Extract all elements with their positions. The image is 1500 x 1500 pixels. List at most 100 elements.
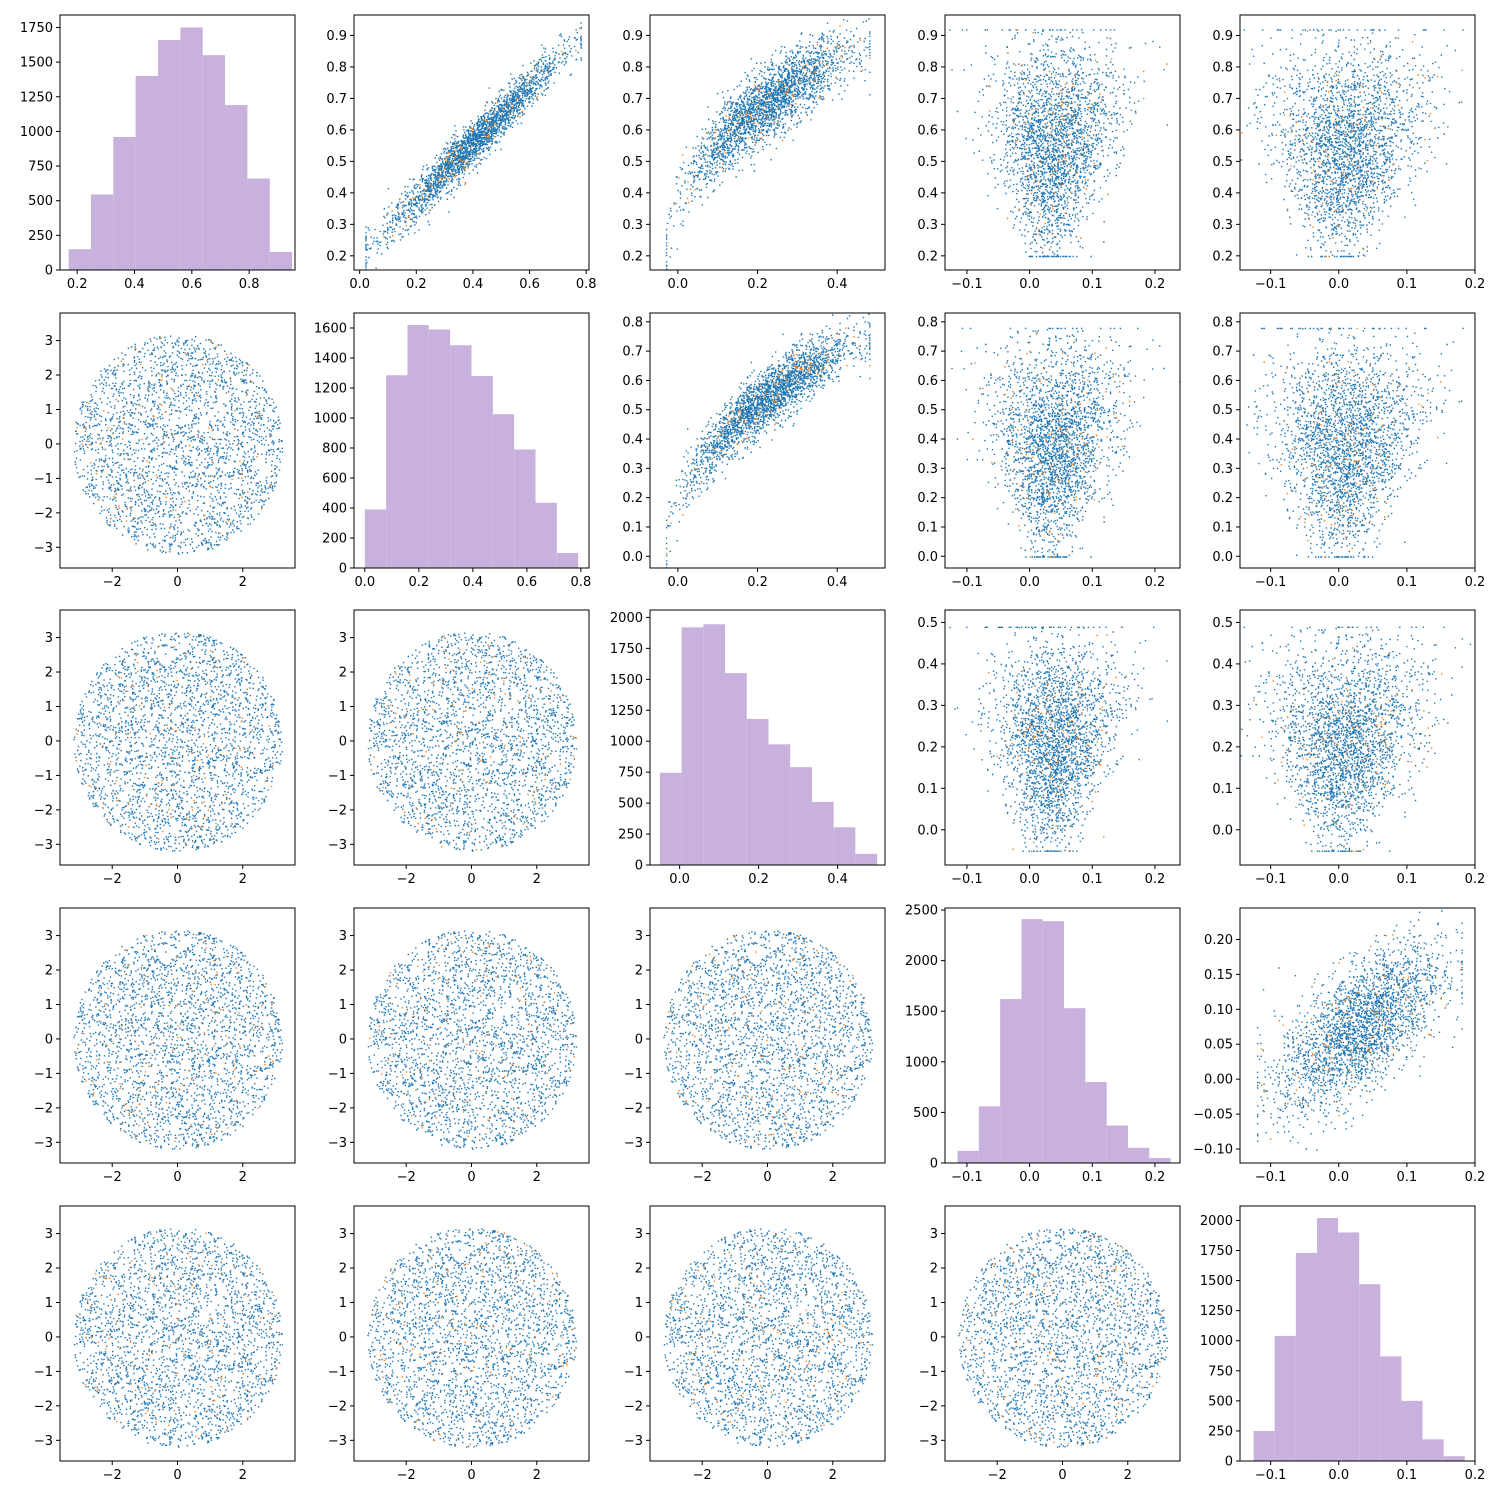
y-tick-label: 0.9	[326, 29, 347, 44]
x-tick-label: 2	[239, 1468, 247, 1483]
y-tick-label: 0.5	[326, 155, 347, 170]
y-tick-label: 1000	[1200, 1334, 1233, 1349]
y-tick-label: 500	[913, 1106, 938, 1121]
plot-area	[1240, 327, 1464, 558]
scatter-points	[1257, 910, 1463, 1151]
x-tick-label: 2	[1124, 1468, 1132, 1483]
panel-r0-c1: 0.0 0.2 0.4 0.6 0.80.20.30.40.50.60.70.80.9	[326, 14, 597, 292]
hist-bar	[556, 553, 579, 568]
x-tick-label: −0.1	[1255, 277, 1287, 292]
scatter-points	[958, 1228, 1168, 1448]
x-tick-label: −2	[397, 872, 416, 887]
x-tick-label: −2	[397, 1468, 416, 1483]
y-tick-label: 2000	[905, 954, 938, 969]
hist-bar	[158, 39, 181, 270]
x-tick-label: −0.1	[1255, 1468, 1287, 1483]
y-tick-label: −3	[328, 1136, 347, 1151]
hist-bar	[113, 136, 136, 270]
panel-r2-c3: −0.1 0.0 0.1 0.2 0.0 0.1 0.2 0.3 0.4 0.5	[917, 609, 1181, 887]
y-tick-label: 1	[45, 700, 53, 715]
y-tick-label: 0.7	[1212, 92, 1233, 107]
hist-bar	[1042, 921, 1065, 1163]
x-tick-label: 0.0	[354, 575, 375, 590]
y-tick-label: 3	[635, 1227, 643, 1242]
scatter-points	[949, 626, 1169, 852]
x-tick-label: −2	[103, 872, 122, 887]
plot-area	[73, 930, 283, 1150]
y-tick-label: −3	[328, 1434, 347, 1449]
x-tick-label: 0.2	[67, 277, 88, 292]
x-tick-label: 0.4	[827, 277, 848, 292]
y-tick-label: 0.2	[917, 740, 938, 755]
y-tick-label: 2	[339, 666, 347, 681]
x-tick-label: 0.8	[571, 575, 592, 590]
y-tick-label: 0.3	[1212, 462, 1233, 477]
hist-bar	[407, 325, 429, 568]
y-tick-label: 1	[339, 700, 347, 715]
y-tick-label: −1	[919, 1365, 938, 1380]
y-tick-label: −3	[34, 838, 53, 853]
y-tick-label: 3	[339, 631, 347, 646]
x-tick-label: 0	[173, 1170, 181, 1185]
scatter-points	[367, 930, 578, 1150]
y-tick-label: 0	[45, 437, 53, 452]
axes-frame	[353, 14, 590, 271]
hist-bar	[811, 801, 834, 865]
x-tick-label: 0.2	[408, 575, 429, 590]
y-tick-label: 0.1	[917, 520, 938, 535]
hist-bar	[514, 449, 536, 568]
hist-bar	[535, 502, 557, 568]
hist-bar	[725, 673, 747, 865]
panel-r2-c1: −2 0 2 −3 −2 −1 0 1 2 3	[328, 609, 590, 887]
panel-r0-c3: −0.1 0.0 0.1 0.2 0.2 0.3 0.4 0.5 0.6 0.7 0.8 0.9	[917, 14, 1181, 292]
panel-r4-c0: −2 0 2 −3 −2 −1 0 1 2 3	[34, 1205, 296, 1483]
y-tick-label: −2	[34, 1399, 53, 1414]
x-tick-label: 0.8	[576, 277, 597, 292]
plot-area	[1240, 626, 1472, 852]
panel-r2-c0: −2 0 2 −3 −2 −1 0 1 2 3	[34, 609, 296, 887]
hist-bar	[247, 178, 270, 270]
hist-bar	[1338, 1232, 1360, 1461]
y-tick-label: 250	[618, 828, 643, 843]
hist-bar	[1064, 1008, 1086, 1163]
plot-area	[367, 632, 578, 852]
x-tick-label: 0.4	[124, 277, 145, 292]
plot-area	[1257, 910, 1463, 1151]
panel-r3-c1: −2 0 2 −3 −2 −1 0 1 2 3	[328, 907, 590, 1185]
x-tick-label: 0.1	[1397, 575, 1418, 590]
y-tick-label: 0.4	[917, 433, 938, 448]
y-tick-label: 0.6	[326, 123, 347, 138]
y-tick-label: 0.1	[622, 520, 643, 535]
y-tick-label: 0.2	[622, 249, 643, 264]
x-tick-label: 0.0	[1328, 1468, 1349, 1483]
plot-area	[958, 1228, 1168, 1448]
y-tick-label: 1200	[314, 382, 347, 397]
y-tick-label: 0.6	[1212, 374, 1233, 389]
x-tick-label: 0	[173, 575, 181, 590]
x-tick-label: 0.2	[1145, 1170, 1166, 1185]
y-tick-label: 0.9	[917, 29, 938, 44]
x-tick-label: 0.2	[1465, 277, 1486, 292]
y-tick-label: 0.1	[1212, 782, 1233, 797]
axes-frame	[649, 312, 886, 569]
y-tick-label: 1250	[610, 704, 643, 719]
y-tick-label: 0	[45, 1032, 53, 1047]
plot-area	[951, 327, 1180, 558]
y-tick-label: 1	[45, 1296, 53, 1311]
y-tick-label: 0.7	[917, 92, 938, 107]
scatter-points-secondary	[1253, 647, 1443, 852]
hist-bar	[1422, 1439, 1444, 1461]
y-tick-label: 1750	[1200, 1244, 1233, 1259]
x-tick-label: 0.0	[1019, 277, 1040, 292]
y-tick-label: 1	[339, 998, 347, 1013]
y-tick-label: 0	[635, 1330, 643, 1345]
x-tick-label: −0.1	[951, 1170, 983, 1185]
y-tick-label: −1	[34, 472, 53, 487]
plot-area	[665, 18, 871, 270]
x-tick-label: 0.0	[669, 872, 690, 887]
y-tick-label: 3	[45, 631, 53, 646]
x-tick-label: 0.4	[827, 872, 848, 887]
y-tick-label: 0.15	[1204, 968, 1233, 983]
y-tick-label: 0.4	[917, 186, 938, 201]
x-tick-label: −0.1	[1255, 872, 1287, 887]
